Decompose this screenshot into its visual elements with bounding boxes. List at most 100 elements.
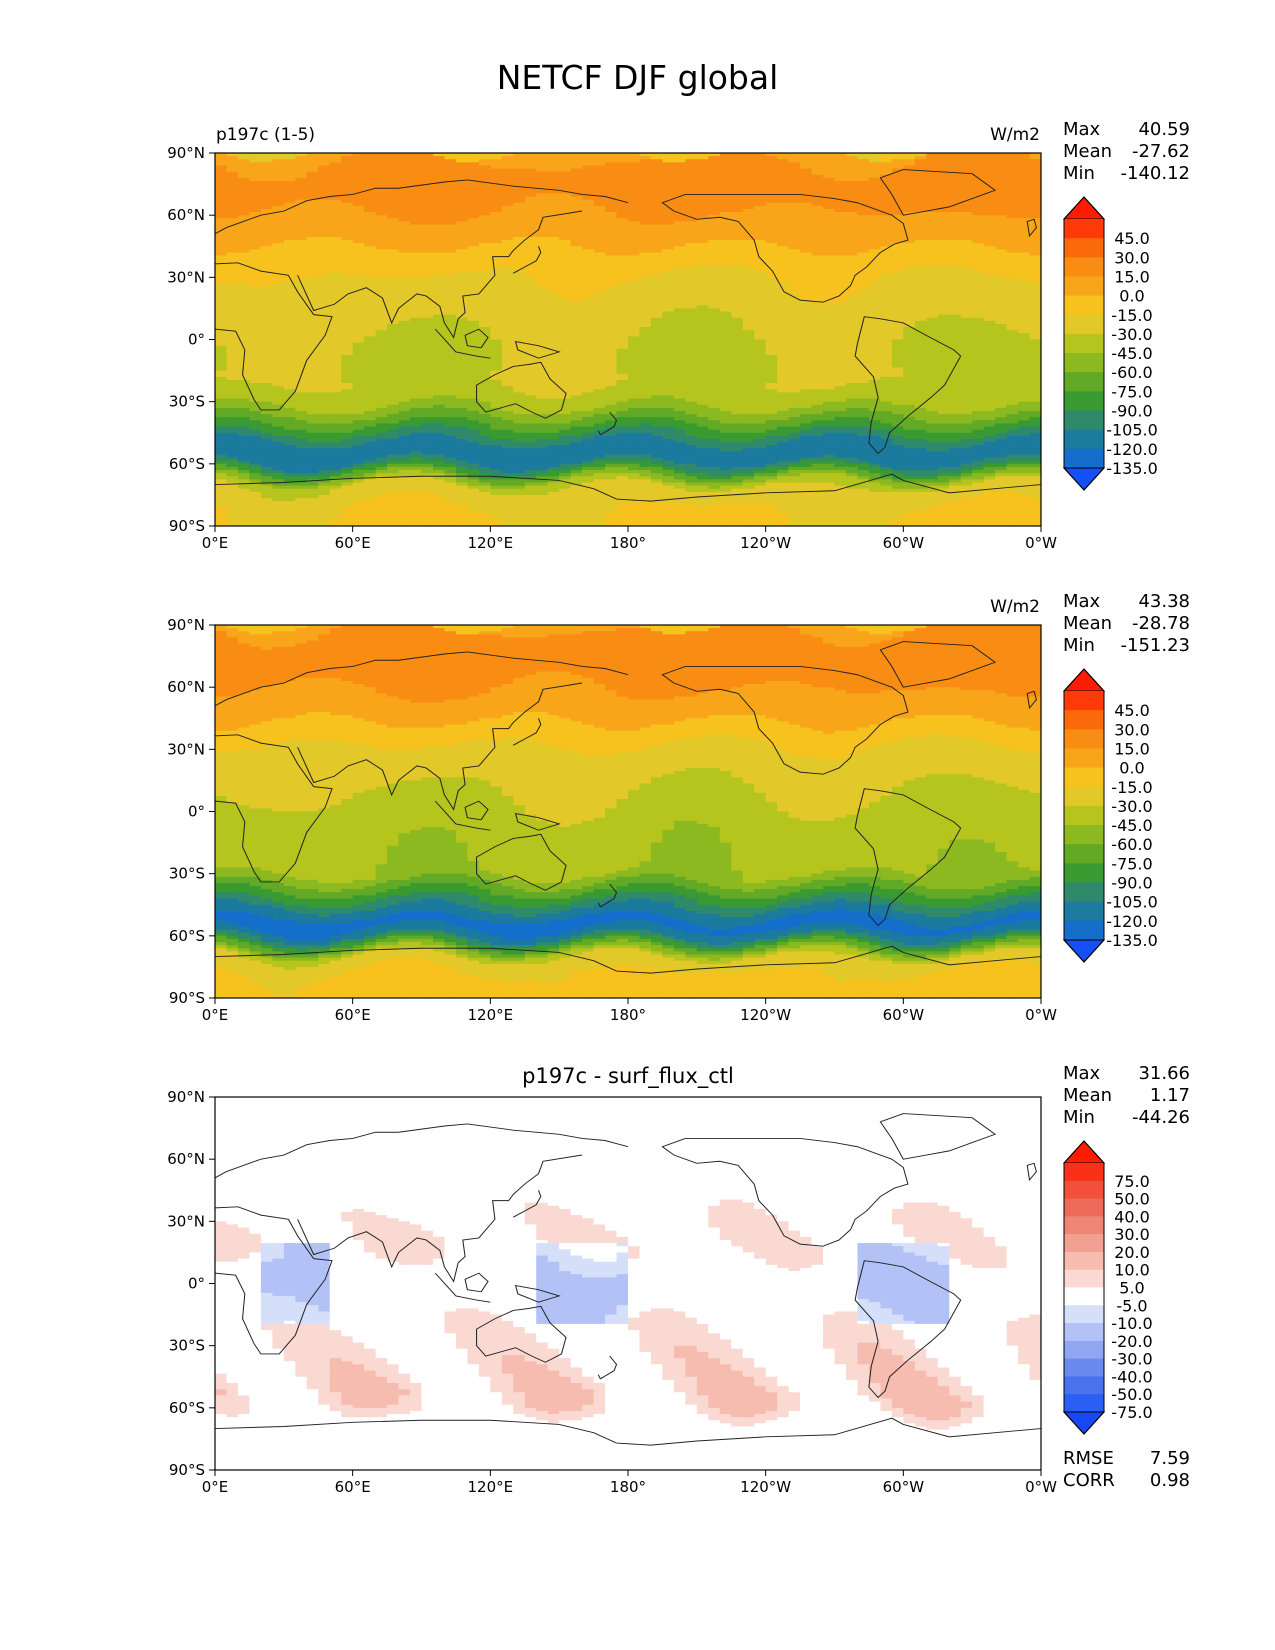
- field-cell: [559, 208, 572, 213]
- field-cell: [765, 323, 778, 328]
- field-cell: [995, 246, 1008, 250]
- field-cell: [318, 320, 331, 325]
- field-cell: [754, 274, 767, 278]
- field-cell: [582, 289, 595, 294]
- field-cell: [318, 323, 331, 328]
- field-cell: [777, 330, 790, 334]
- field-cell: [272, 159, 285, 163]
- field-cell: [903, 246, 916, 250]
- field-cell: [696, 327, 709, 331]
- field-cell: [226, 246, 239, 250]
- field-cell: [410, 355, 423, 359]
- field-cell: [662, 258, 675, 263]
- field-cell: [903, 289, 916, 294]
- field-cell: [685, 295, 698, 300]
- field-cell: [249, 180, 262, 185]
- field-cell: [536, 202, 549, 207]
- field-cell: [926, 159, 939, 163]
- field-cell: [628, 358, 641, 362]
- field-cell: [1018, 202, 1031, 207]
- field-cell: [823, 193, 836, 198]
- field-cell: [582, 333, 595, 337]
- field-cell: [868, 264, 881, 269]
- field-cell: [593, 215, 606, 219]
- field-cell: [559, 243, 572, 247]
- field-cell: [306, 156, 319, 160]
- field-cell: [754, 190, 767, 195]
- field-cell: [237, 330, 251, 334]
- field-cell: [960, 311, 973, 316]
- field-cell: [455, 193, 468, 198]
- field-cell: [387, 165, 400, 170]
- field-cell: [513, 364, 526, 369]
- field-cell: [318, 327, 331, 331]
- field-cell: [777, 190, 790, 195]
- field-cell: [215, 364, 228, 369]
- field-cell: [410, 218, 423, 222]
- field-cell: [455, 168, 468, 173]
- field-cell: [1029, 224, 1041, 229]
- field-cell: [811, 336, 824, 341]
- field-cell: [295, 258, 308, 263]
- field-cell: [949, 342, 962, 347]
- field-cell: [513, 274, 526, 278]
- field-cell: [972, 351, 985, 356]
- field-cell: [444, 202, 457, 207]
- field-cell: [249, 277, 262, 282]
- field-cell: [570, 271, 583, 275]
- field-cell: [1006, 342, 1019, 347]
- field-cell: [765, 336, 778, 341]
- field-cell: [937, 153, 950, 157]
- field-cell: [1029, 364, 1041, 369]
- field-cell: [478, 243, 491, 247]
- field-cell: [421, 364, 434, 369]
- field-cell: [823, 184, 836, 188]
- field-cell: [352, 314, 365, 319]
- field-cell: [249, 168, 262, 173]
- field-cell: [708, 224, 721, 229]
- field-cell: [570, 227, 583, 232]
- field-cell: [937, 230, 950, 235]
- field-cell: [857, 153, 870, 157]
- field-cell: [880, 252, 893, 257]
- field-cell: [375, 345, 388, 350]
- field-cell: [857, 336, 870, 341]
- field-cell: [455, 277, 468, 282]
- field-cell: [742, 162, 755, 167]
- field-cell: [410, 277, 423, 282]
- field-cell: [914, 339, 927, 344]
- field-cell: [570, 361, 583, 365]
- field-cell: [272, 212, 285, 216]
- field-cell: [857, 283, 870, 288]
- field-cell: [960, 355, 973, 359]
- field-cell: [410, 153, 423, 157]
- field-cell: [260, 249, 273, 254]
- field-cell: [765, 314, 778, 319]
- field-cell: [937, 199, 950, 204]
- field-cell: [639, 240, 652, 244]
- field-cell: [1029, 320, 1041, 325]
- field-cell: [1006, 295, 1019, 300]
- field-cell: [375, 218, 388, 222]
- field-cell: [329, 320, 342, 325]
- field-cell: [547, 249, 560, 254]
- field-cell: [788, 317, 801, 322]
- field-cell: [731, 261, 744, 266]
- field-cell: [949, 258, 962, 263]
- field-cell: [685, 323, 698, 328]
- field-cell: [444, 361, 457, 365]
- field-cell: [845, 271, 859, 275]
- field-cell: [501, 283, 514, 288]
- field-cell: [765, 333, 778, 337]
- field-cell: [650, 283, 664, 288]
- field-cell: [937, 258, 950, 263]
- field-cell: [341, 333, 354, 337]
- field-cell: [455, 311, 468, 316]
- field-cell: [226, 268, 239, 272]
- field-cell: [811, 292, 824, 297]
- field-cell: [226, 218, 239, 222]
- field-cell: [765, 258, 778, 263]
- field-cell: [306, 258, 319, 263]
- field-cell: [983, 165, 996, 170]
- field-cell: [639, 230, 652, 235]
